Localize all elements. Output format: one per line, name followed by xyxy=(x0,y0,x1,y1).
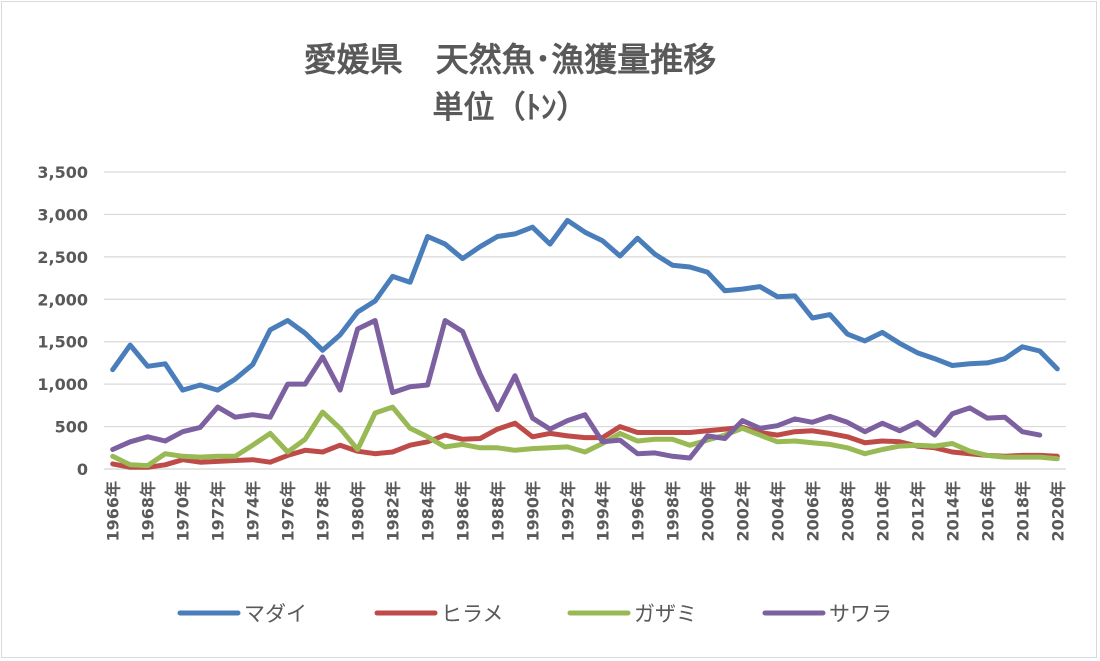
x-tick-label: 1978年 xyxy=(314,481,333,542)
x-tick-label: 1996年 xyxy=(628,481,647,542)
x-tick-label: 1980年 xyxy=(349,481,368,542)
x-tick-label: 2008年 xyxy=(838,481,857,542)
y-tick-label: 500 xyxy=(55,418,88,437)
x-tick-label: 1984年 xyxy=(419,481,438,542)
x-tick-label: 2010年 xyxy=(873,481,892,542)
legend-label: ヒラメ xyxy=(441,602,503,626)
y-tick-label: 0 xyxy=(77,460,88,479)
series-line xyxy=(110,318,1043,461)
chart-title: 愛媛県 天然魚･漁獲量推移 xyxy=(303,40,717,79)
x-tick-label: 1998年 xyxy=(663,481,682,542)
x-tick-label: 1992年 xyxy=(559,481,578,542)
x-tick-label: 1986年 xyxy=(454,481,473,542)
legend-label: サワラ xyxy=(829,602,892,626)
x-tick-label: 1970年 xyxy=(174,481,193,542)
y-axis: 0 500 1,000 1,500 2,000 2,500 3,000 3,500 xyxy=(37,163,88,479)
x-tick-label: 2002年 xyxy=(733,481,752,542)
chart-title-block: 愛媛県 天然魚･漁獲量推移 単位（ﾄﾝ） xyxy=(230,36,790,132)
chart-subtitle: 単位（ﾄﾝ） xyxy=(432,90,588,126)
series-line xyxy=(110,420,1060,470)
y-tick-label: 2,500 xyxy=(37,248,88,267)
x-tick-label: 2020年 xyxy=(1048,481,1067,542)
x-tick-label: 2004年 xyxy=(768,481,787,542)
y-tick-label: 1,500 xyxy=(37,333,88,352)
y-tick-label: 1,000 xyxy=(37,375,88,394)
x-tick-label: 1994年 xyxy=(593,481,612,542)
x-tick-label: 1982年 xyxy=(384,481,403,542)
x-tick-label: 2016年 xyxy=(978,481,997,542)
x-tick-label: 1990年 xyxy=(524,481,543,542)
plot-area xyxy=(110,217,1060,470)
y-tick-label: 2,000 xyxy=(37,290,88,309)
x-tick-label: 1966年 xyxy=(104,481,123,542)
x-tick-label: 2006年 xyxy=(803,481,822,542)
x-tick-label: 1976年 xyxy=(279,481,298,542)
x-tick-label: 1974年 xyxy=(244,481,263,542)
legend-label: ガザミ xyxy=(634,602,697,626)
series-line xyxy=(110,217,1060,393)
x-tick-label: 1988年 xyxy=(489,481,508,542)
y-tick-label: 3,500 xyxy=(37,163,88,182)
legend: マダイ ヒラメ ガザミ サワラ xyxy=(177,602,892,626)
legend-label: マダイ xyxy=(244,602,307,626)
x-tick-label: 1972年 xyxy=(209,481,228,542)
x-tick-label: 2012年 xyxy=(908,481,927,542)
x-axis: 1966年 1968年 1970年 1972年 1974年 1976年 1978年 1980年… xyxy=(104,468,1067,542)
x-tick-label: 2000年 xyxy=(698,481,717,542)
y-tick-label: 3,000 xyxy=(37,205,88,224)
x-tick-label: 2014年 xyxy=(943,481,962,542)
x-tick-label: 2018年 xyxy=(1013,481,1032,542)
series-line xyxy=(110,404,1060,469)
x-tick-label: 1968年 xyxy=(139,481,158,542)
